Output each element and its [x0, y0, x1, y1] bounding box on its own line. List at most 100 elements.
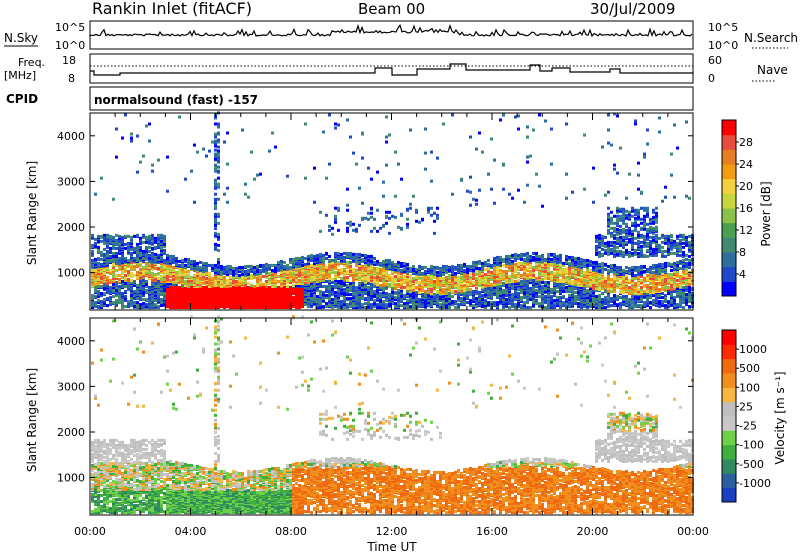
- power-cell: [217, 267, 220, 271]
- power-cell: [466, 288, 469, 292]
- power-cell: [394, 296, 397, 300]
- power-cell: [325, 268, 328, 272]
- power-cell: [451, 264, 454, 268]
- power-cell: [217, 138, 220, 142]
- power-cell: [232, 281, 235, 285]
- power-cell: [424, 305, 427, 309]
- power-cell: [175, 256, 178, 260]
- power-cell: [490, 187, 493, 191]
- power-cell: [214, 300, 217, 304]
- power-cell: [439, 266, 442, 270]
- power-cell: [334, 214, 337, 218]
- power-cell: [106, 249, 109, 253]
- power-cell: [469, 135, 472, 139]
- power-cell: [373, 294, 376, 298]
- power-cell: [151, 251, 154, 255]
- power-cell: [169, 263, 172, 267]
- power-cell: [166, 264, 169, 268]
- power-cell: [160, 239, 163, 243]
- power-cell: [187, 274, 190, 278]
- power-cell: [361, 297, 364, 301]
- power-cell: [502, 257, 505, 261]
- power-cell: [529, 298, 532, 302]
- power-cell: [97, 293, 100, 297]
- power-cell: [472, 290, 475, 294]
- power-cell: [217, 284, 220, 288]
- power-cell: [217, 293, 220, 297]
- power-cell: [193, 276, 196, 280]
- power-cell: [484, 284, 487, 288]
- power-cell: [121, 136, 124, 140]
- power-cell: [163, 242, 166, 246]
- power-cell: [523, 301, 526, 305]
- power-cell: [133, 290, 136, 294]
- power-cell: [538, 266, 541, 270]
- power-cell: [124, 305, 127, 309]
- power-cell: [184, 272, 187, 276]
- power-cell: [520, 252, 523, 256]
- power-cell: [136, 134, 139, 138]
- power-cell: [151, 292, 154, 296]
- power-cell: [217, 154, 220, 158]
- power-cell: [157, 271, 160, 275]
- power-cell: [172, 283, 175, 287]
- power-cell: [346, 284, 349, 288]
- power-cell: [187, 282, 190, 286]
- power-cell: [238, 265, 241, 269]
- power-cell: [220, 272, 223, 276]
- power-cell: [97, 290, 100, 294]
- power-cell: [100, 281, 103, 285]
- power-cell: [421, 276, 424, 280]
- power-cell: [166, 292, 169, 296]
- power-cell: [226, 268, 229, 272]
- power-cell: [154, 272, 157, 276]
- power-cell: [346, 203, 349, 207]
- power-cell: [496, 301, 499, 305]
- power-cell: [415, 208, 418, 212]
- power-cell: [532, 279, 535, 283]
- power-cell: [181, 258, 184, 262]
- power-cell: [124, 113, 127, 117]
- power-cell: [97, 261, 100, 265]
- power-cell: [202, 261, 205, 265]
- power-cell: [430, 150, 433, 154]
- power-cell: [385, 276, 388, 280]
- power-cell: [376, 170, 379, 174]
- power-cell: [151, 238, 154, 242]
- power-cell: [145, 237, 148, 241]
- power-cell: [508, 296, 511, 300]
- power-cell: [115, 259, 118, 263]
- freq-unit: [MHz]: [4, 69, 36, 82]
- power-cell: [133, 264, 136, 268]
- power-cell: [124, 285, 127, 289]
- power-cell: [100, 250, 103, 254]
- power-cell: [142, 298, 145, 302]
- power-cell: [373, 260, 376, 264]
- power-cell: [370, 275, 373, 279]
- power-cell: [541, 253, 544, 257]
- power-cell: [385, 214, 388, 218]
- power-cell: [508, 192, 511, 196]
- power-cell: [382, 267, 385, 271]
- power-cell: [127, 258, 130, 262]
- power-cell: [346, 251, 349, 255]
- power-cell: [133, 234, 136, 238]
- power-cell: [526, 291, 529, 295]
- power-cell: [496, 292, 499, 296]
- power-cell: [217, 159, 220, 163]
- power-cell: [208, 277, 211, 281]
- power-cell: [148, 297, 151, 301]
- power-cell: [160, 300, 163, 304]
- power-cell: [490, 263, 493, 267]
- power-cell: [139, 239, 142, 243]
- power-cell: [139, 236, 142, 240]
- power-cell: [172, 276, 175, 280]
- power-cell: [253, 289, 256, 293]
- power-cell: [280, 259, 283, 263]
- power-cell: [214, 141, 217, 145]
- power-cell: [163, 234, 166, 238]
- power-cell: [298, 256, 301, 260]
- power-cell: [109, 234, 112, 238]
- power-cell: [511, 280, 514, 284]
- power-cell: [451, 192, 454, 196]
